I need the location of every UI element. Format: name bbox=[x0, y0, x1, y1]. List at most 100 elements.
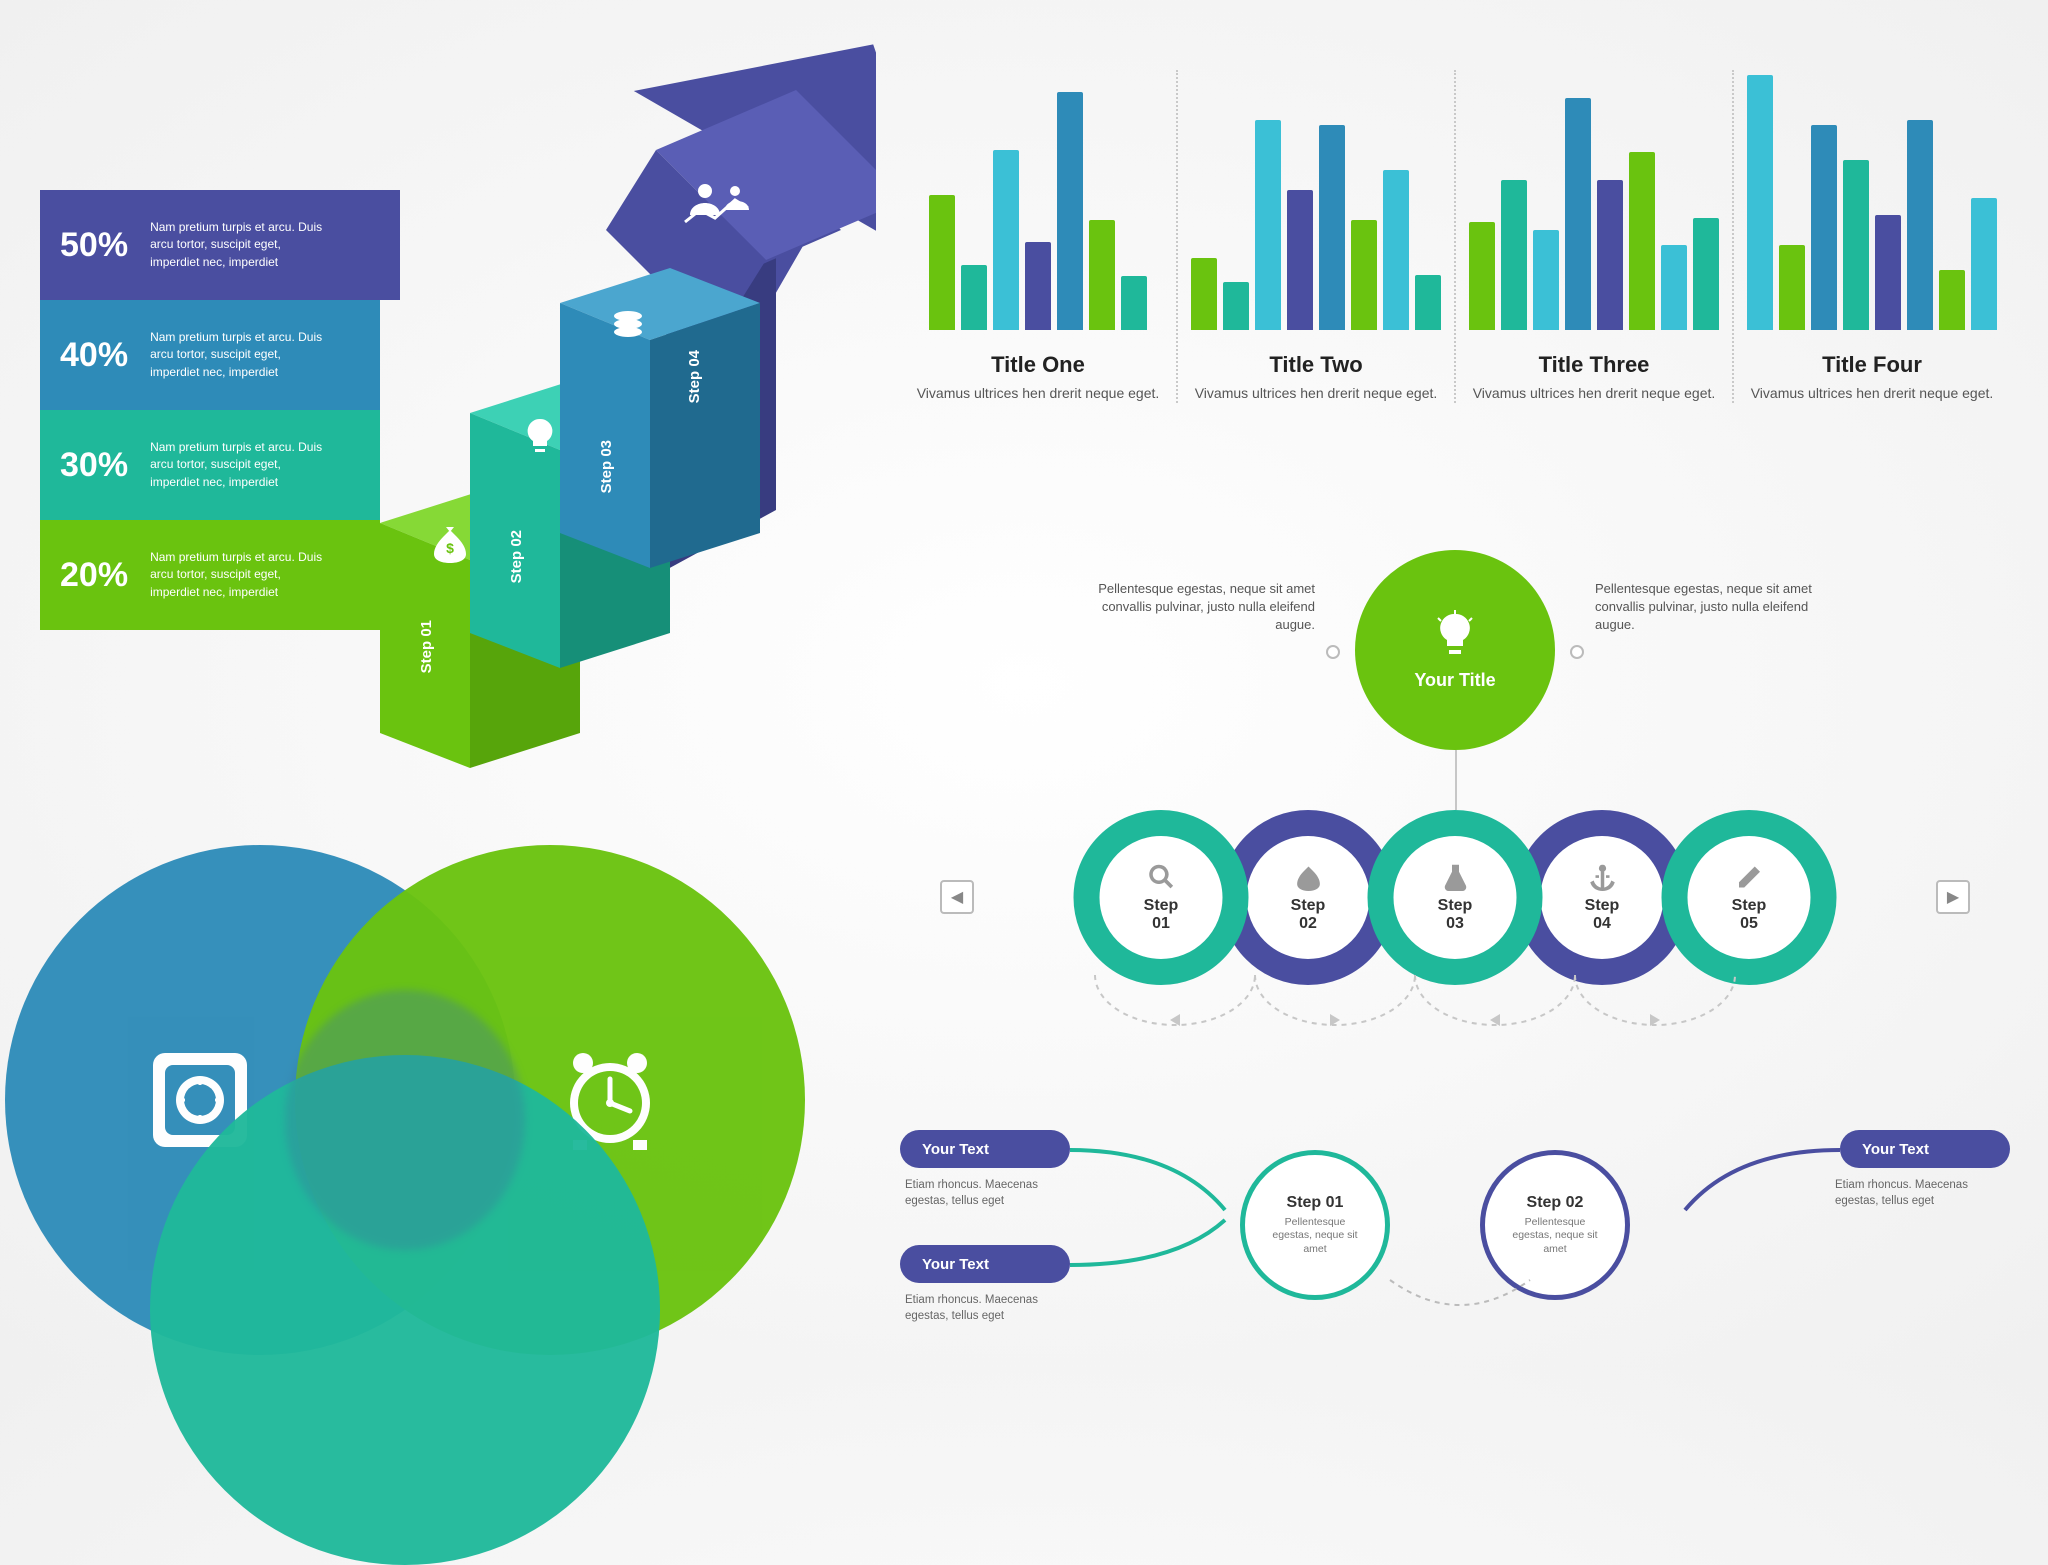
flow-connector-right bbox=[1625, 1140, 1845, 1300]
cube-step-3 bbox=[560, 268, 760, 578]
chart-subtitle: Vivamus ultrices hen drerit neque eget. bbox=[1468, 384, 1720, 403]
arrow-left-icon: ◀ bbox=[940, 880, 974, 914]
hub-text-left: Pellentesque egestas, neque sit amet con… bbox=[1085, 580, 1315, 635]
venn-diagram bbox=[30, 870, 810, 1390]
bar bbox=[1415, 275, 1441, 330]
stair-pct-4: 50% bbox=[60, 226, 128, 265]
bar bbox=[1469, 222, 1495, 330]
ring-label: Step bbox=[1291, 897, 1326, 915]
chart-title: Title Four bbox=[1746, 352, 1998, 378]
chart-title: Title Two bbox=[1190, 352, 1442, 378]
ring-number: 02 bbox=[1299, 915, 1317, 933]
step-label-2: Step 02 bbox=[508, 530, 525, 583]
ring-number: 03 bbox=[1446, 915, 1464, 933]
bar bbox=[961, 265, 987, 330]
bar bbox=[929, 195, 955, 330]
arrow-right-icon: ▶ bbox=[1936, 880, 1970, 914]
bar bbox=[1843, 160, 1869, 330]
money-bag-icon: $ bbox=[430, 525, 470, 565]
chart-subtitle: Vivamus ultrices hen drerit neque eget. bbox=[1190, 384, 1442, 403]
bar bbox=[1191, 258, 1217, 330]
bar bbox=[1875, 215, 1901, 330]
coins-icon bbox=[608, 306, 648, 346]
bar bbox=[1565, 98, 1591, 330]
bar bbox=[1533, 230, 1559, 330]
venn-overlap bbox=[285, 990, 525, 1250]
bar-chart: Title Three Vivamus ultrices hen drerit n… bbox=[1454, 70, 1732, 403]
chart-subtitle: Vivamus ultrices hen drerit neque eget. bbox=[1746, 384, 1998, 403]
ring-label: Step bbox=[1144, 897, 1179, 915]
pencil-icon bbox=[1735, 863, 1763, 891]
flow-pill-sub-3: Etiam rhoncus. Maecenas egestas, tellus … bbox=[1835, 1178, 2005, 1209]
process-ring: Step05 bbox=[1662, 810, 1837, 985]
bar bbox=[1747, 75, 1773, 330]
bar bbox=[1121, 276, 1147, 330]
lightbulb-icon bbox=[1430, 610, 1480, 660]
bar bbox=[1693, 218, 1719, 330]
bar bbox=[1089, 220, 1115, 330]
rings-row: Step01Step02Step03Step04Step05 bbox=[1088, 810, 1823, 985]
ring-number: 01 bbox=[1152, 915, 1170, 933]
bar bbox=[1501, 180, 1527, 330]
svg-text:$: $ bbox=[446, 540, 454, 556]
hub-circle: Your Title bbox=[1355, 550, 1555, 750]
chart-title: Title One bbox=[912, 352, 1164, 378]
bar-chart: Title Two Vivamus ultrices hen drerit neq… bbox=[1176, 70, 1454, 403]
process-ring: Step03 bbox=[1368, 810, 1543, 985]
bar bbox=[1287, 190, 1313, 330]
anchor-icon bbox=[1588, 863, 1616, 891]
bar bbox=[1811, 125, 1837, 330]
bar bbox=[1629, 152, 1655, 330]
bar bbox=[1057, 92, 1083, 330]
chart-subtitle: Vivamus ultrices hen drerit neque eget. bbox=[912, 384, 1164, 403]
stair-txt-1: Nam pretium turpis et arcu. Duis arcu to… bbox=[150, 549, 330, 601]
chart-title: Title Three bbox=[1468, 352, 1720, 378]
bar-chart: Title One Vivamus ultrices hen drerit neq… bbox=[900, 70, 1176, 403]
step-label-4: Step 04 bbox=[686, 350, 703, 403]
bar bbox=[1779, 245, 1805, 330]
bar bbox=[1971, 198, 1997, 330]
connector-line bbox=[1455, 750, 1457, 810]
bar bbox=[1319, 125, 1345, 330]
stair-pct-2: 30% bbox=[60, 446, 128, 485]
step-label-1: Step 01 bbox=[418, 620, 435, 673]
connector-dot bbox=[1570, 645, 1584, 659]
bar bbox=[993, 150, 1019, 330]
ring-number: 05 bbox=[1740, 915, 1758, 933]
lightbulb-icon bbox=[520, 416, 560, 456]
flow-pill-sub-2: Etiam rhoncus. Maecenas egestas, tellus … bbox=[905, 1293, 1075, 1324]
step-label-3: Step 03 bbox=[598, 440, 615, 493]
connector-dot bbox=[1326, 645, 1340, 659]
ring-number: 04 bbox=[1593, 915, 1611, 933]
stair-pct-3: 40% bbox=[60, 336, 128, 375]
under-arcs bbox=[1005, 970, 1905, 1040]
bar bbox=[1223, 282, 1249, 330]
bar-chart: Title Four Vivamus ultrices hen drerit ne… bbox=[1732, 70, 2010, 403]
bar bbox=[1383, 170, 1409, 330]
bar-charts-row: Title One Vivamus ultrices hen drerit neq… bbox=[900, 70, 2010, 403]
stair-txt-2: Nam pretium turpis et arcu. Duis arcu to… bbox=[150, 439, 330, 491]
flow-pill-1: Your Text bbox=[900, 1130, 1070, 1168]
flow-step-1: Step 01 Pellentesque egestas, neque sit … bbox=[1240, 1150, 1390, 1300]
search-icon bbox=[1147, 863, 1175, 891]
flow-pill-2: Your Text bbox=[900, 1245, 1070, 1283]
flow-pill-sub-1: Etiam rhoncus. Maecenas egestas, tellus … bbox=[905, 1178, 1075, 1209]
bar bbox=[1907, 120, 1933, 330]
stair-txt-4: Nam pretium turpis et arcu. Duis arcu to… bbox=[150, 219, 330, 271]
bar bbox=[1255, 120, 1281, 330]
hub-title: Your Title bbox=[1414, 670, 1495, 691]
bar bbox=[1939, 270, 1965, 330]
bar bbox=[1661, 245, 1687, 330]
flow-dashed-link bbox=[1380, 1275, 1540, 1335]
ring-label: Step bbox=[1585, 897, 1620, 915]
ring-label: Step bbox=[1438, 897, 1473, 915]
ring-label: Step bbox=[1732, 897, 1767, 915]
flask-icon bbox=[1441, 863, 1469, 891]
stair-txt-3: Nam pretium turpis et arcu. Duis arcu to… bbox=[150, 329, 330, 381]
team-icon bbox=[680, 180, 750, 230]
money-bag-icon bbox=[1294, 863, 1322, 891]
bar bbox=[1025, 242, 1051, 330]
hub-text-right: Pellentesque egestas, neque sit amet con… bbox=[1595, 580, 1825, 635]
process-ring: Step01 bbox=[1074, 810, 1249, 985]
flow-pill-3: Your Text bbox=[1840, 1130, 2010, 1168]
